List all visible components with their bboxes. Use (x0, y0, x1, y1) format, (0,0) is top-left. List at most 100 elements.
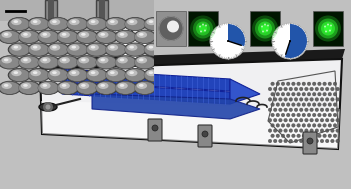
Circle shape (59, 32, 70, 38)
Circle shape (305, 139, 308, 143)
Circle shape (1, 57, 12, 64)
Circle shape (62, 84, 66, 87)
Circle shape (21, 83, 31, 89)
Circle shape (336, 129, 339, 132)
Circle shape (75, 81, 98, 95)
Circle shape (115, 56, 136, 69)
Circle shape (117, 57, 128, 64)
Circle shape (271, 134, 274, 138)
Circle shape (302, 103, 306, 106)
Circle shape (297, 92, 300, 96)
Circle shape (289, 118, 293, 122)
Circle shape (297, 82, 300, 86)
Wedge shape (228, 24, 245, 46)
Circle shape (333, 82, 337, 86)
Circle shape (312, 103, 316, 106)
Circle shape (50, 44, 60, 51)
Circle shape (28, 69, 49, 81)
Circle shape (307, 92, 311, 96)
Circle shape (297, 124, 300, 127)
Circle shape (21, 57, 31, 64)
Circle shape (105, 69, 126, 81)
Circle shape (139, 58, 144, 61)
Circle shape (149, 71, 153, 74)
Circle shape (310, 118, 313, 122)
Circle shape (38, 30, 59, 43)
Circle shape (127, 19, 138, 25)
Circle shape (255, 19, 275, 39)
Circle shape (279, 108, 282, 112)
Circle shape (325, 30, 327, 33)
Circle shape (139, 33, 144, 36)
Circle shape (47, 69, 68, 81)
Circle shape (276, 134, 280, 138)
Circle shape (289, 40, 291, 42)
Bar (48, 0, 54, 25)
Circle shape (268, 87, 272, 91)
Circle shape (144, 69, 165, 81)
Circle shape (17, 30, 41, 44)
Circle shape (315, 129, 319, 132)
Polygon shape (92, 94, 260, 119)
Circle shape (331, 108, 334, 112)
Circle shape (325, 118, 329, 122)
Circle shape (120, 33, 124, 36)
Polygon shape (40, 59, 342, 149)
Bar (96, 0, 108, 26)
Circle shape (67, 18, 88, 30)
Circle shape (281, 92, 285, 96)
Circle shape (271, 103, 274, 106)
Circle shape (40, 83, 51, 89)
Circle shape (325, 129, 329, 132)
Circle shape (284, 108, 287, 112)
Circle shape (320, 118, 324, 122)
Circle shape (62, 33, 66, 36)
Circle shape (268, 98, 272, 101)
Wedge shape (285, 24, 307, 58)
Polygon shape (41, 101, 340, 149)
Circle shape (38, 56, 59, 69)
Circle shape (134, 81, 155, 94)
Circle shape (23, 84, 28, 87)
Circle shape (331, 129, 334, 132)
Circle shape (42, 58, 47, 61)
Circle shape (19, 30, 39, 43)
Circle shape (8, 17, 31, 31)
Polygon shape (38, 49, 345, 69)
Circle shape (104, 43, 127, 57)
Circle shape (323, 134, 326, 138)
Circle shape (324, 26, 326, 28)
Circle shape (143, 68, 166, 82)
Circle shape (289, 87, 293, 91)
Circle shape (46, 68, 69, 82)
Circle shape (307, 124, 311, 127)
Circle shape (17, 55, 41, 70)
Ellipse shape (39, 85, 57, 93)
Circle shape (85, 43, 108, 57)
Circle shape (77, 30, 97, 43)
Circle shape (284, 139, 287, 143)
Circle shape (42, 84, 47, 87)
Circle shape (271, 124, 274, 127)
Circle shape (98, 57, 108, 64)
Circle shape (95, 81, 118, 95)
Circle shape (33, 20, 38, 23)
Circle shape (40, 57, 51, 64)
Circle shape (72, 71, 76, 74)
Circle shape (69, 19, 80, 25)
Circle shape (329, 29, 331, 32)
Circle shape (302, 134, 306, 138)
Circle shape (130, 40, 132, 42)
Circle shape (33, 71, 38, 74)
Circle shape (96, 30, 117, 43)
Circle shape (273, 87, 277, 91)
Circle shape (98, 83, 108, 89)
Circle shape (318, 82, 321, 86)
Circle shape (196, 22, 210, 36)
Circle shape (318, 124, 321, 127)
Circle shape (31, 19, 41, 25)
Circle shape (331, 98, 334, 101)
Circle shape (67, 43, 88, 56)
Circle shape (104, 68, 127, 82)
Circle shape (38, 81, 59, 94)
